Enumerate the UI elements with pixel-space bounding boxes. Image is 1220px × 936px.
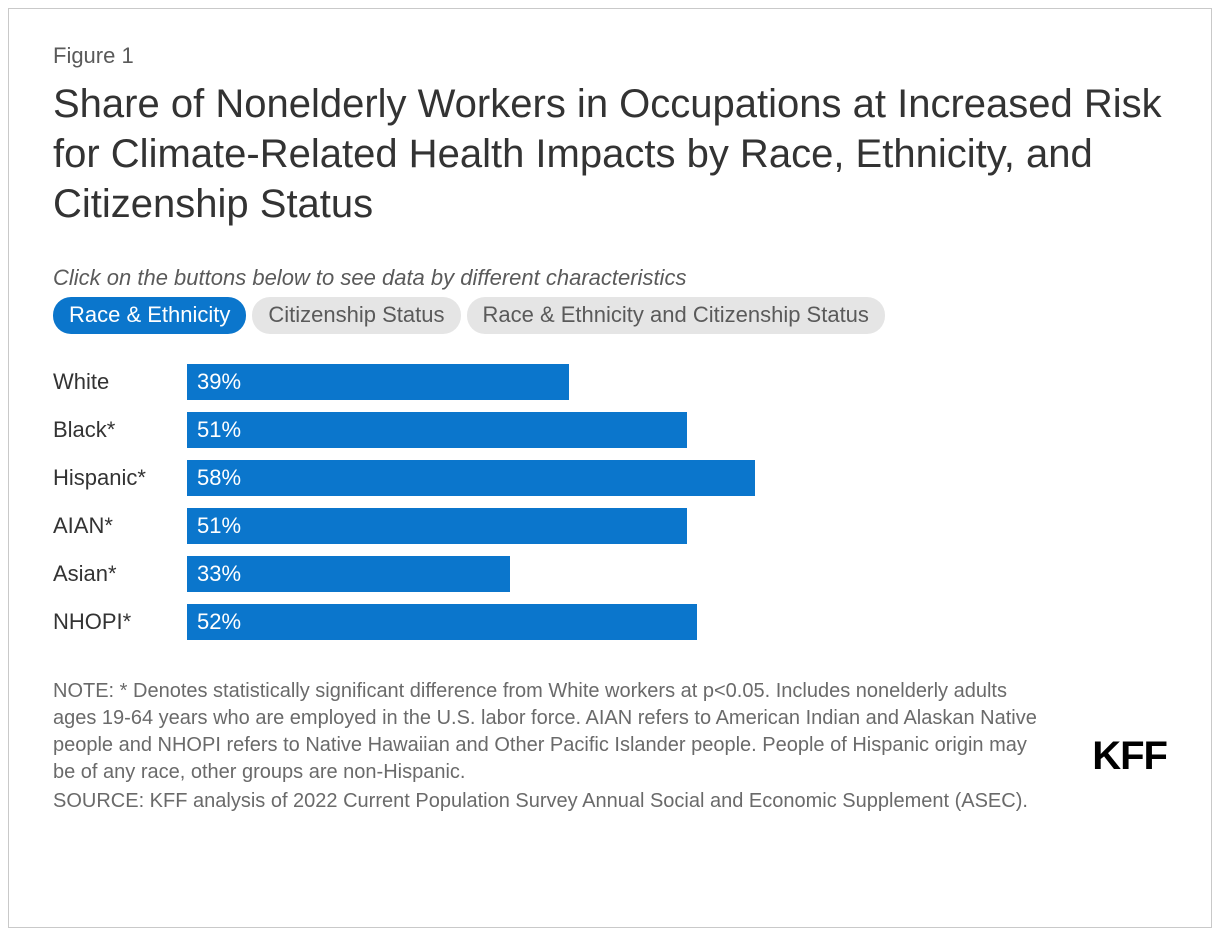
bar: 51% bbox=[187, 508, 687, 544]
tab-race-ethnicity[interactable]: Race & Ethnicity bbox=[53, 297, 246, 334]
chart-row: Hispanic*58% bbox=[53, 458, 1167, 498]
figure-title: Share of Nonelderly Workers in Occupatio… bbox=[53, 79, 1167, 229]
tab-instruction: Click on the buttons below to see data b… bbox=[53, 265, 1167, 291]
kff-logo: KFF bbox=[1092, 734, 1167, 779]
figure-number: Figure 1 bbox=[53, 43, 1167, 69]
bar-chart: White39%Black*51%Hispanic*58%AIAN*51%Asi… bbox=[53, 362, 1167, 642]
bar: 39% bbox=[187, 364, 569, 400]
bar-track: 58% bbox=[187, 460, 1167, 496]
figure-footer: NOTE: * Denotes statistically significan… bbox=[53, 678, 1167, 815]
note-text: NOTE: * Denotes statistically significan… bbox=[53, 678, 1053, 786]
bar: 52% bbox=[187, 604, 697, 640]
tab-race-citizenship[interactable]: Race & Ethnicity and Citizenship Status bbox=[467, 297, 885, 334]
bar-track: 39% bbox=[187, 364, 1167, 400]
category-label: White bbox=[53, 369, 187, 395]
chart-row: AIAN*51% bbox=[53, 506, 1167, 546]
category-label: AIAN* bbox=[53, 513, 187, 539]
chart-row: White39% bbox=[53, 362, 1167, 402]
bar: 51% bbox=[187, 412, 687, 448]
chart-row: Asian*33% bbox=[53, 554, 1167, 594]
bar: 33% bbox=[187, 556, 510, 592]
category-label: NHOPI* bbox=[53, 609, 187, 635]
bar-track: 52% bbox=[187, 604, 1167, 640]
tab-group: Race & Ethnicity Citizenship Status Race… bbox=[53, 297, 1167, 334]
figure-frame: Figure 1 Share of Nonelderly Workers in … bbox=[8, 8, 1212, 928]
tab-citizenship-status[interactable]: Citizenship Status bbox=[252, 297, 460, 334]
source-text: SOURCE: KFF analysis of 2022 Current Pop… bbox=[53, 788, 1053, 815]
bar-track: 51% bbox=[187, 412, 1167, 448]
chart-row: Black*51% bbox=[53, 410, 1167, 450]
chart-row: NHOPI*52% bbox=[53, 602, 1167, 642]
category-label: Asian* bbox=[53, 561, 187, 587]
bar-track: 51% bbox=[187, 508, 1167, 544]
bar-track: 33% bbox=[187, 556, 1167, 592]
category-label: Hispanic* bbox=[53, 465, 187, 491]
bar: 58% bbox=[187, 460, 755, 496]
category-label: Black* bbox=[53, 417, 187, 443]
